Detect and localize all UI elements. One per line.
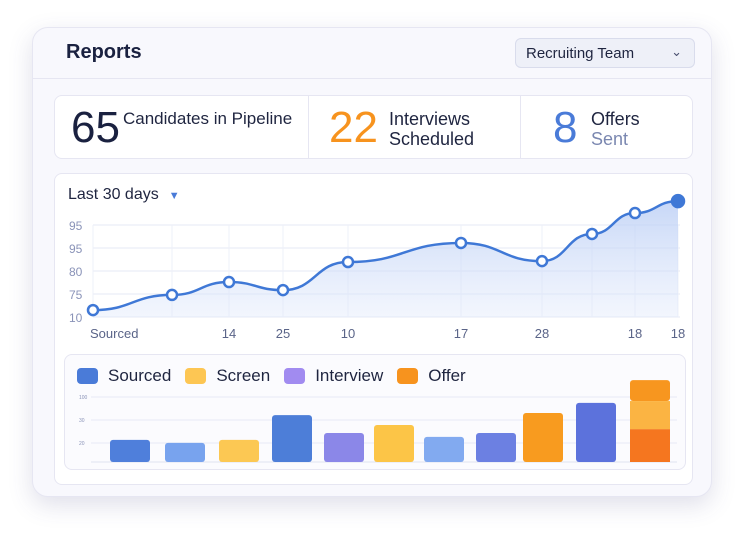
data-point xyxy=(585,227,599,241)
data-point xyxy=(86,303,100,317)
data-point xyxy=(222,275,236,289)
y-tick-label: 80 xyxy=(69,265,83,279)
legend-label: Offer xyxy=(428,366,466,385)
bar xyxy=(630,429,670,462)
caret-down-icon: ▼ xyxy=(168,190,180,202)
legend-label: Sourced xyxy=(108,366,172,385)
legend-swatch xyxy=(397,368,419,384)
y-tick-label: 100 xyxy=(79,395,88,401)
y-tick-label: 10 xyxy=(69,311,83,325)
range-select[interactable]: Last 30 days ▼ xyxy=(68,186,180,204)
data-point xyxy=(165,288,179,302)
bar xyxy=(110,439,150,462)
x-tick-label: 25 xyxy=(276,326,290,341)
data-point xyxy=(454,236,468,250)
legend-item: Interview xyxy=(284,366,383,386)
data-point xyxy=(628,206,642,220)
y-tick-label: 95 xyxy=(69,242,83,256)
team-select[interactable]: Recruiting Team ⌄ xyxy=(515,38,695,68)
stat-label: Offers xyxy=(591,109,640,129)
page-title: Reports xyxy=(66,41,142,63)
bar xyxy=(165,442,205,462)
reports-card: Reports Recruiting Team ⌄ 65 Candidates i… xyxy=(32,27,712,497)
y-tick-label: 75 xyxy=(69,288,83,302)
data-point xyxy=(670,193,686,209)
legend-label: Screen xyxy=(216,366,271,385)
legend-swatch xyxy=(185,368,207,384)
data-point xyxy=(276,283,290,297)
bar-chart-card: Sourced Screen Interview Offer 20 30 100 xyxy=(64,354,686,470)
stat-label: Sent xyxy=(591,129,629,149)
legend-swatch xyxy=(77,368,98,384)
legend-item: Screen xyxy=(185,366,270,386)
bar xyxy=(576,402,616,462)
series-line xyxy=(92,199,679,312)
legend-swatch xyxy=(284,368,306,384)
stat-value: 22 xyxy=(329,103,378,152)
bar xyxy=(324,433,364,462)
stat-label: Interviews xyxy=(389,109,471,129)
bar-chart: 20 30 100 xyxy=(79,380,677,463)
legend-item: Sourced xyxy=(77,366,171,386)
line-chart: 10 75 80 95 95 Sourced 14 25 10 17 28 18 18 xyxy=(69,193,686,341)
data-point xyxy=(535,254,549,268)
y-tick-label: 20 xyxy=(79,441,85,447)
x-tick-label: 18 xyxy=(671,326,685,341)
stat-candidates: 65 Candidates in Pipeline xyxy=(55,96,309,158)
y-tick-label: 95 xyxy=(69,219,83,233)
stat-label: Scheduled xyxy=(389,129,475,149)
bar xyxy=(630,401,670,430)
range-select-value: Last 30 days xyxy=(68,186,159,203)
data-point xyxy=(341,255,355,269)
legend-item: Offer xyxy=(397,366,466,386)
x-tick-label: Sourced xyxy=(90,326,138,341)
bar xyxy=(476,433,516,462)
x-tick-label: 17 xyxy=(454,326,468,341)
x-tick-label: 10 xyxy=(341,326,355,341)
bar xyxy=(272,415,312,462)
stat-value: 8 xyxy=(553,103,578,152)
stat-offers: 8 Offers Sent xyxy=(521,96,692,158)
x-tick-label: 18 xyxy=(628,326,642,341)
stat-label: Candidates in Pipeline xyxy=(123,109,293,128)
legend-label: Interview xyxy=(315,366,384,385)
x-tick-label: 28 xyxy=(535,326,549,341)
x-tick-label: 14 xyxy=(222,326,236,341)
team-select-value: Recruiting Team xyxy=(526,45,635,62)
chevron-down-icon: ⌄ xyxy=(671,44,682,59)
stat-value: 65 xyxy=(71,103,120,152)
stats-row: 65 Candidates in Pipeline 22 Interviews … xyxy=(54,95,693,159)
bar xyxy=(219,439,259,462)
stat-interviews: 22 Interviews Scheduled xyxy=(309,96,521,158)
bar xyxy=(630,380,670,402)
y-tick-label: 30 xyxy=(79,418,85,424)
bar xyxy=(523,413,563,462)
legend: Sourced Screen Interview Offer xyxy=(77,366,466,386)
bar xyxy=(374,424,414,462)
bar xyxy=(424,436,464,462)
header-divider xyxy=(33,78,711,79)
chart-card: Last 30 days ▼ 10 75 80 95 95 Sourced 14 25 10 17 2… xyxy=(54,173,693,485)
